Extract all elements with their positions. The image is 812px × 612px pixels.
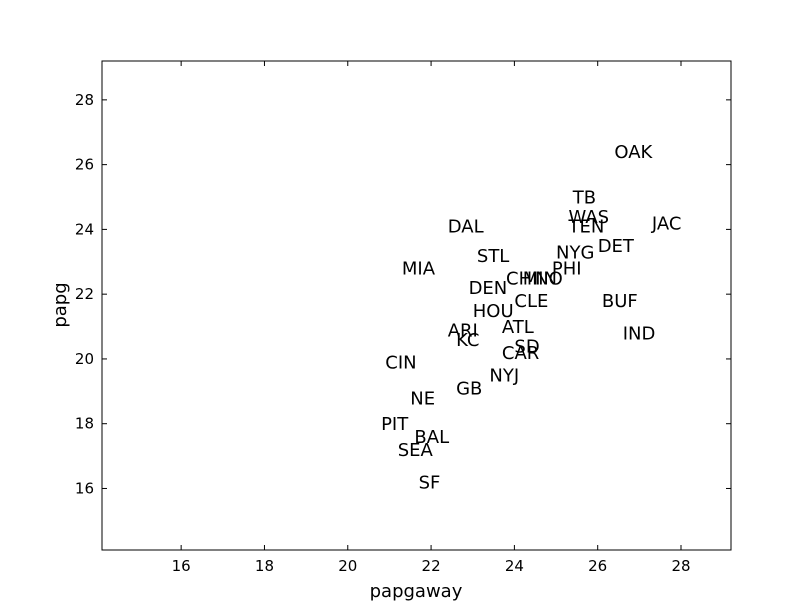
point-label-ten: TEN (568, 217, 605, 238)
point-label-chi: CHI (506, 268, 537, 289)
y-tick-label: 28 (75, 91, 94, 109)
y-tick-label: 24 (75, 220, 94, 238)
point-label-buf: BUF (602, 291, 638, 312)
point-label-car: CAR (502, 343, 539, 364)
point-label-ind: IND (623, 324, 656, 345)
point-label-gb: GB (456, 379, 482, 400)
x-tick-label: 26 (588, 557, 607, 575)
point-label-bal: BAL (414, 427, 449, 448)
y-tick-label: 18 (75, 415, 94, 433)
point-label-min: MIN (523, 268, 557, 289)
x-tick-label: 22 (422, 557, 441, 575)
point-label-jac: JAC (651, 213, 682, 234)
y-tick-label: 22 (75, 285, 94, 303)
y-axis-label: papg (50, 282, 71, 327)
y-tick-label: 20 (75, 350, 94, 368)
point-label-nyj: NYJ (489, 366, 519, 387)
point-label-sf: SF (419, 472, 441, 493)
plot-area (101, 60, 732, 551)
x-axis-label: papgaway (370, 581, 463, 602)
x-tick-label: 16 (172, 557, 191, 575)
point-label-was: WAS (569, 207, 610, 228)
point-label-kc: KC (456, 330, 479, 351)
point-label-pit: PIT (381, 414, 409, 435)
x-tick-label: 20 (338, 557, 357, 575)
x-tick-label: 24 (505, 557, 524, 575)
point-label-den: DEN (469, 278, 508, 299)
point-label-cin: CIN (385, 353, 416, 374)
point-label-phi: PHI (552, 259, 582, 280)
point-label-nyg: NYG (556, 243, 594, 264)
point-label-stl: STL (477, 246, 509, 267)
point-label-mia: MIA (402, 259, 436, 280)
point-label-cle: CLE (514, 291, 548, 312)
point-label-ne: NE (410, 388, 435, 409)
point-label-oak: OAK (614, 142, 653, 163)
point-label-dal: DAL (448, 217, 484, 238)
point-label-ari: ARI (448, 320, 478, 341)
x-tick-label: 28 (671, 557, 690, 575)
x-axis: 16 18 20 22 24 26 28 (172, 61, 691, 575)
point-label-det: DET (598, 236, 635, 257)
point-label-sd: SD (514, 336, 539, 357)
point-label-no: NO (535, 268, 563, 289)
y-axis: 16 18 20 22 24 26 28 (75, 91, 731, 497)
y-tick-label: 26 (75, 156, 94, 174)
point-label-atl: ATL (502, 317, 534, 338)
point-label-tb: TB (572, 187, 596, 208)
y-tick-label: 16 (75, 479, 94, 497)
point-label-sea: SEA (398, 440, 434, 461)
point-label-hou: HOU (473, 301, 514, 322)
x-tick-label: 18 (255, 557, 274, 575)
